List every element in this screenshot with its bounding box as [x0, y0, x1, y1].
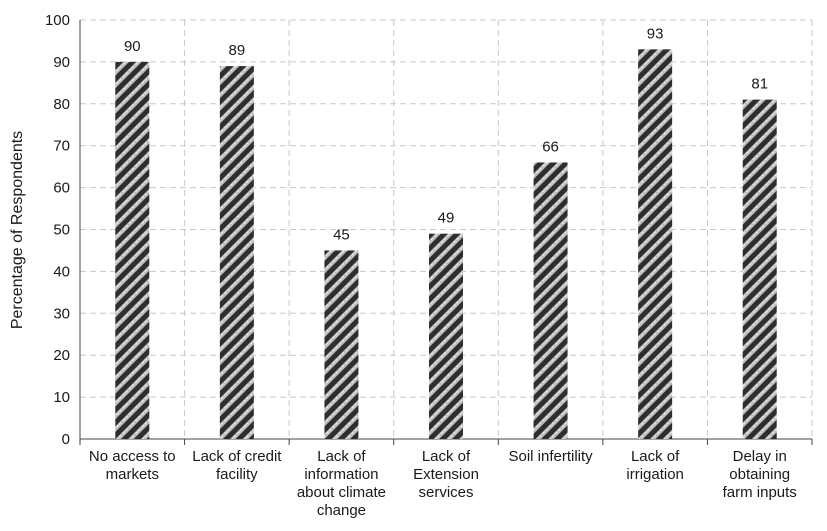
bar	[324, 250, 359, 439]
y-axis-title: Percentage of Respondents	[9, 131, 26, 329]
category-label: Lack of Extension services	[413, 448, 479, 501]
bar	[533, 162, 568, 439]
data-label: 49	[438, 210, 455, 227]
y-tick-label: 90	[53, 54, 70, 71]
category-label: No access to markets	[89, 448, 176, 483]
y-tick-label: 0	[62, 431, 70, 448]
bar	[219, 66, 254, 439]
y-tick-label: 80	[53, 96, 70, 113]
labels: 0 10 20 30 40 50 60 70 80 90 100 90 No access to mark…	[45, 12, 797, 519]
category-label: Soil infertility	[508, 448, 593, 465]
bar	[429, 233, 463, 439]
category-label: Lack of irrigation	[626, 448, 684, 483]
y-tick-label: 20	[53, 347, 70, 364]
data-label: 93	[647, 25, 664, 42]
bar	[638, 49, 673, 440]
bar	[115, 61, 150, 440]
y-tick-label: 100	[45, 12, 70, 29]
data-label: 45	[333, 226, 350, 243]
y-tick-label: 30	[53, 305, 70, 322]
y-tick-label: 70	[53, 138, 70, 155]
category-label: Delay in obtaining farm inputs	[723, 448, 797, 501]
category-label: Lack of information about climate change	[297, 448, 386, 519]
y-tick-label: 50	[53, 222, 70, 239]
y-tick-label: 60	[53, 180, 70, 197]
y-tick-label: 40	[53, 263, 70, 280]
data-label: 66	[542, 138, 559, 155]
bar	[742, 99, 777, 440]
y-tick-label: 10	[53, 389, 70, 406]
data-label: 89	[229, 42, 246, 59]
category-label: Lack of credit facility	[192, 448, 282, 483]
data-label: 81	[751, 76, 768, 93]
data-label: 90	[124, 38, 141, 55]
bars	[115, 49, 777, 440]
gridlines	[79, 19, 813, 439]
